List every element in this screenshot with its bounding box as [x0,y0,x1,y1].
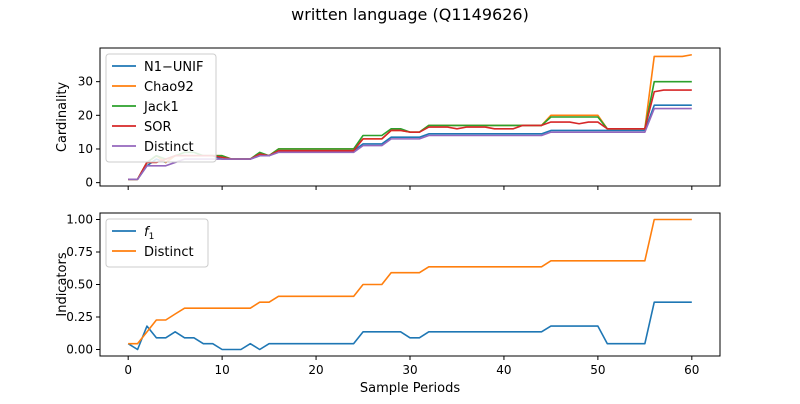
legend-label: Distinct [144,140,194,155]
y-tick-label: 10 [78,142,93,156]
x-tick-label: 60 [684,363,699,377]
y-tick-label: 1.00 [66,213,93,227]
x-tick-label: 0 [124,363,132,377]
legend-label: N1−UNIF [144,60,203,75]
x-tick-label: 30 [402,363,417,377]
legend-label: SOR [144,120,172,135]
legend-label: Distinct [144,245,194,260]
x-tick-label: 40 [496,363,511,377]
y-tick-label: 20 [78,108,93,122]
series-line-1-5 [128,107,692,181]
legend-label: f1 [144,225,154,242]
y-tick-label: 0.25 [66,310,93,324]
x-axis-label: Sample Periods [360,381,460,396]
y-tick-label: 0 [85,176,93,190]
figure-title: written language (Q1149626) [291,5,529,24]
x-tick-label: 10 [214,363,229,377]
series-line-1-4 [128,89,692,181]
series-line-2-1 [127,301,692,351]
x-tick-label: 20 [308,363,323,377]
x-tick-label: 50 [590,363,605,377]
legend-label: Jack1 [143,100,179,115]
legend-box-1 [105,53,217,163]
y-tick-label: 0.50 [66,278,93,292]
y-axis-label-2: Indicators [55,252,70,316]
y-axis-label-1: Cardinality [55,82,70,153]
y-tick-label: 0.00 [66,343,93,357]
y-tick-label: 30 [78,75,93,89]
series-line-2-2 [128,218,692,345]
y-tick-label: 0.75 [66,245,93,259]
legend-label: Chao92 [144,80,194,95]
